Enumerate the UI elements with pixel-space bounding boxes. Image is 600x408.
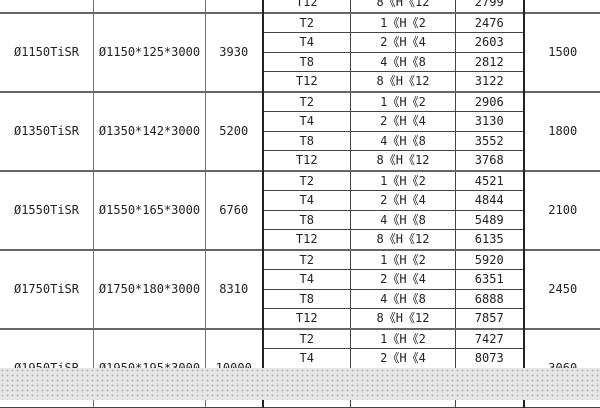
weight-cell: 5200 bbox=[206, 92, 263, 171]
value-cell: 2603 bbox=[456, 33, 524, 53]
type-cell: T2 bbox=[263, 250, 351, 270]
type-cell: T12 bbox=[263, 72, 351, 92]
value-cell: 6888 bbox=[456, 289, 524, 309]
range-cell: 1《H《2 bbox=[351, 92, 456, 112]
range-cell: 1《H《2 bbox=[351, 13, 456, 33]
range-cell: 2《H《4 bbox=[351, 349, 456, 369]
range-cell: 8《H《12 bbox=[351, 0, 456, 13]
value-cell: 3122 bbox=[456, 72, 524, 92]
type-cell: T12 bbox=[263, 309, 351, 329]
model-cell: Ø1750TiSR bbox=[0, 250, 94, 329]
type-cell: T2 bbox=[263, 329, 351, 349]
value-cell: 8073 bbox=[456, 349, 524, 369]
weight-cell: 6760 bbox=[206, 171, 263, 250]
type-cell: T12 bbox=[263, 151, 351, 171]
value-cell: 6135 bbox=[456, 230, 524, 250]
range-cell: 4《H《8 bbox=[351, 210, 456, 230]
range-cell: 8《H《12 bbox=[351, 72, 456, 92]
model-cell bbox=[0, 0, 94, 13]
value-cell: 7857 bbox=[456, 309, 524, 329]
weight-cell: 3930 bbox=[206, 13, 263, 92]
value-cell: 2812 bbox=[456, 52, 524, 72]
table-row: Ø1950TiSRØ1950*195*300010000T21《H《274273… bbox=[0, 329, 600, 349]
value-cell: 2906 bbox=[456, 92, 524, 112]
type-cell: T2 bbox=[263, 171, 351, 191]
range-cell: 2《H《4 bbox=[351, 191, 456, 211]
type-cell: T2 bbox=[263, 13, 351, 33]
range-cell: 8《H《12 bbox=[351, 151, 456, 171]
value-cell: 5920 bbox=[456, 250, 524, 270]
type-cell: T4 bbox=[263, 33, 351, 53]
type-cell: T12 bbox=[263, 0, 351, 13]
range-cell: 4《H《8 bbox=[351, 52, 456, 72]
value-cell: 4844 bbox=[456, 191, 524, 211]
weight-cell bbox=[206, 0, 263, 13]
type-cell: T4 bbox=[263, 270, 351, 290]
last-cell: 1500 bbox=[524, 13, 600, 92]
value-cell: 5489 bbox=[456, 210, 524, 230]
range-cell: 2《H《4 bbox=[351, 33, 456, 53]
range-cell: 8《H《12 bbox=[351, 230, 456, 250]
type-cell: T4 bbox=[263, 349, 351, 369]
type-cell: T8 bbox=[263, 289, 351, 309]
type-cell: T4 bbox=[263, 112, 351, 132]
type-cell: T12 bbox=[263, 230, 351, 250]
dotted-overlay bbox=[0, 368, 600, 400]
last-cell: 1800 bbox=[524, 92, 600, 171]
range-cell: 4《H《8 bbox=[351, 289, 456, 309]
value-cell: 3130 bbox=[456, 112, 524, 132]
value-cell: 2799 bbox=[456, 0, 524, 13]
type-cell: T4 bbox=[263, 191, 351, 211]
type-cell: T8 bbox=[263, 131, 351, 151]
value-cell: 6351 bbox=[456, 270, 524, 290]
spec-cell: Ø1550*165*3000 bbox=[94, 171, 206, 250]
range-cell: 1《H《2 bbox=[351, 171, 456, 191]
value-cell: 3768 bbox=[456, 151, 524, 171]
spec-cell: Ø1350*142*3000 bbox=[94, 92, 206, 171]
range-cell: 8《H《12 bbox=[351, 309, 456, 329]
range-cell: 4《H《8 bbox=[351, 131, 456, 151]
type-cell: T8 bbox=[263, 52, 351, 72]
spec-cell: Ø1150*125*3000 bbox=[94, 13, 206, 92]
range-cell: 1《H《2 bbox=[351, 250, 456, 270]
value-cell: 4521 bbox=[456, 171, 524, 191]
last-cell: 2450 bbox=[524, 250, 600, 329]
type-cell: T8 bbox=[263, 210, 351, 230]
spec-cell: Ø1750*180*3000 bbox=[94, 250, 206, 329]
model-cell: Ø1550TiSR bbox=[0, 171, 94, 250]
value-cell: 2476 bbox=[456, 13, 524, 33]
range-cell: 2《H《4 bbox=[351, 112, 456, 132]
weight-cell: 8310 bbox=[206, 250, 263, 329]
spec-cell bbox=[94, 0, 206, 13]
range-cell: 2《H《4 bbox=[351, 270, 456, 290]
model-cell: Ø1350TiSR bbox=[0, 92, 94, 171]
value-cell: 7427 bbox=[456, 329, 524, 349]
type-cell: T2 bbox=[263, 92, 351, 112]
range-cell: 1《H《2 bbox=[351, 329, 456, 349]
value-cell: 3552 bbox=[456, 131, 524, 151]
model-cell: Ø1150TiSR bbox=[0, 13, 94, 92]
last-cell bbox=[524, 0, 600, 13]
last-cell: 2100 bbox=[524, 171, 600, 250]
